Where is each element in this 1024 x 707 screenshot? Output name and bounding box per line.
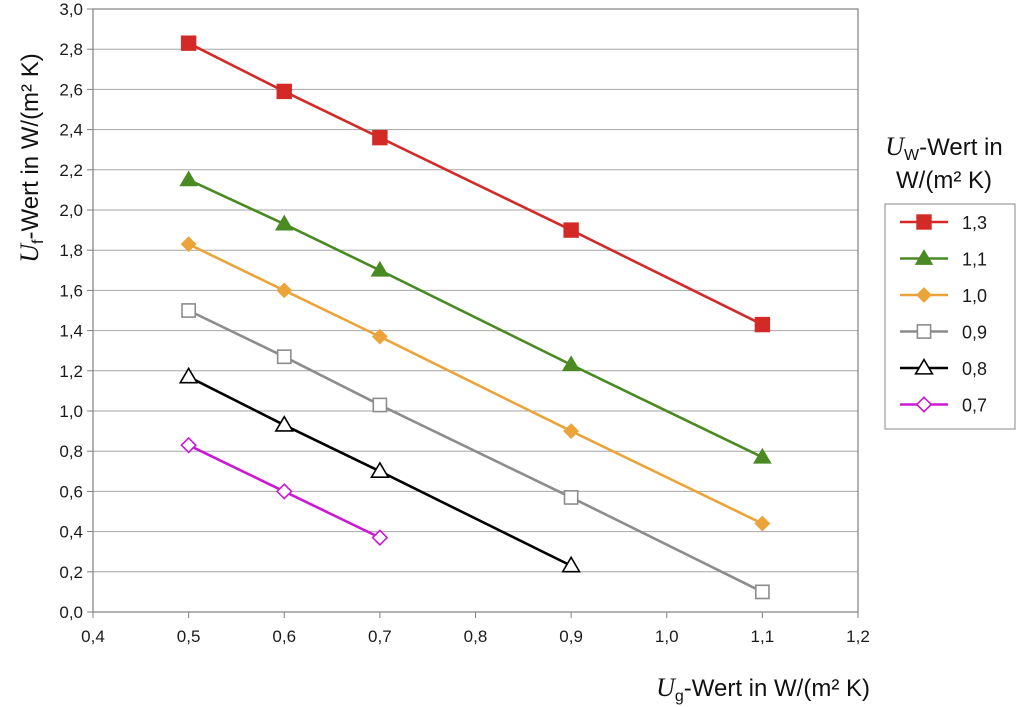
data-point — [372, 397, 388, 413]
data-point — [180, 35, 197, 51]
data-point — [563, 222, 579, 238]
y-tick-label: 1,8 — [59, 241, 83, 260]
x-axis: 0,4 0,5 0,6 0,7 0,8 0,9 1,0 1,1 1,2 — [81, 612, 870, 646]
legend-box — [884, 203, 1016, 430]
series-5 — [180, 436, 389, 546]
data-point — [563, 423, 580, 440]
legend-marker — [914, 358, 934, 375]
y-tick-label: 0,0 — [59, 603, 83, 622]
data-point — [178, 366, 199, 384]
data-point — [371, 529, 389, 546]
data-point — [563, 490, 579, 505]
x-tick-label: 1,2 — [846, 627, 870, 646]
data-point — [753, 447, 772, 464]
legend-label: 1,0 — [962, 286, 987, 306]
data-point — [276, 83, 292, 100]
y-tick-label: 1,4 — [59, 322, 83, 341]
x-tick-label: 0,4 — [81, 627, 105, 646]
legend-label: 1,1 — [962, 250, 987, 270]
legend-label: 0,8 — [962, 359, 987, 379]
legend-item: 0,9 — [900, 323, 987, 343]
series-layer — [178, 35, 772, 600]
y-tick-label: 1,0 — [59, 402, 83, 421]
data-point — [754, 316, 771, 333]
y-tick-label: 2,0 — [59, 201, 83, 220]
legend-label: 0,7 — [962, 396, 987, 416]
x-tick-label: 0,6 — [272, 627, 296, 646]
series-line — [188, 42, 763, 326]
legend-label: 0,9 — [962, 323, 987, 343]
data-point — [274, 415, 295, 432]
series-4 — [178, 366, 581, 573]
y-axis: 0,0 0,2 0,4 0,6 0,8 1,0 1,2 1,4 1,6 1,8 2,0 2,2 2,4 2… — [59, 0, 93, 622]
data-point — [370, 461, 390, 478]
legend-item: 1,1 — [900, 249, 987, 270]
x-tick-label: 0,5 — [177, 627, 201, 646]
y-tick-label: 1,2 — [59, 362, 83, 381]
legend-marker — [916, 324, 932, 339]
legend-label: 1,3 — [962, 213, 987, 233]
data-point — [180, 236, 197, 253]
legend-item: 1,0 — [900, 286, 987, 306]
x-tick-label: 0,7 — [368, 627, 392, 646]
y-tick-label: 0,8 — [59, 442, 83, 461]
data-point — [561, 555, 581, 573]
y-axis-title: Uf-Wert in W/(m² K) — [15, 53, 47, 262]
data-point — [561, 355, 581, 372]
series-3 — [181, 303, 770, 600]
x-tick-label: 0,8 — [464, 627, 488, 646]
x-tick-label: 0,9 — [559, 627, 583, 646]
data-point — [754, 515, 771, 532]
y-tick-label: 0,4 — [59, 523, 83, 542]
data-point — [274, 214, 294, 231]
series-0 — [180, 35, 771, 333]
data-point — [370, 260, 390, 277]
x-tick-label: 1,1 — [751, 627, 775, 646]
series-line — [188, 242, 763, 525]
legend-items: 1,3 1,1 1,0 0,9 0,8 0,7 — [900, 213, 987, 416]
y-tick-label: 0,2 — [59, 563, 83, 582]
data-point — [180, 436, 197, 454]
legend-item: 1,3 — [900, 213, 987, 233]
series-2 — [180, 236, 771, 532]
legend-title-unit: W/(m² K) — [896, 167, 992, 194]
legend-title: UW-Wert in — [885, 132, 1002, 164]
y-tick-label: 2,6 — [59, 80, 83, 99]
legend-item: 0,8 — [900, 358, 987, 379]
plot-area-frame — [92, 8, 859, 613]
data-point — [372, 129, 388, 146]
series-line — [188, 178, 763, 459]
legend-marker — [914, 249, 934, 265]
data-point — [181, 303, 197, 318]
y-tick-label: 2,8 — [59, 40, 83, 59]
legend-marker — [916, 287, 932, 303]
data-point — [276, 349, 292, 365]
legend-item: 0,7 — [900, 396, 987, 416]
x-tick-label: 1,0 — [655, 627, 679, 646]
grid-lines — [93, 8, 858, 613]
data-point — [275, 483, 293, 500]
data-point — [754, 584, 770, 600]
y-tick-label: 0,6 — [59, 482, 83, 501]
data-point — [179, 170, 198, 187]
x-axis-title: Ug-Wert in W/(m² K) — [656, 673, 870, 705]
legend-marker — [916, 214, 932, 230]
data-point — [276, 282, 293, 299]
y-tick-label: 2,2 — [59, 161, 83, 180]
legend: UW-Wert in W/(m² K) 1,3 1,1 1,0 0,9 0,8 0,7 — [884, 132, 1016, 430]
y-tick-label: 3,0 — [59, 0, 83, 19]
y-tick-label: 1,6 — [59, 281, 83, 300]
series-line — [188, 375, 572, 567]
y-tick-label: 2,4 — [59, 121, 83, 140]
legend-marker — [915, 396, 933, 413]
series-1 — [179, 170, 772, 464]
data-point — [371, 328, 388, 345]
